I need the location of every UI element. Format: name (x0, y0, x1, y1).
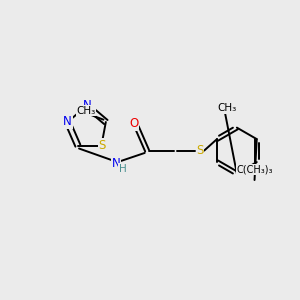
Text: N: N (83, 99, 92, 112)
Text: S: S (99, 139, 106, 152)
Text: C(CH₃)₃: C(CH₃)₃ (236, 165, 273, 175)
Text: S: S (196, 144, 204, 157)
Text: CH₃: CH₃ (76, 106, 95, 116)
Text: O: O (129, 117, 138, 130)
Text: CH₃: CH₃ (217, 103, 236, 113)
Text: N: N (63, 115, 72, 128)
Text: H: H (119, 164, 127, 173)
Text: N: N (112, 157, 121, 170)
